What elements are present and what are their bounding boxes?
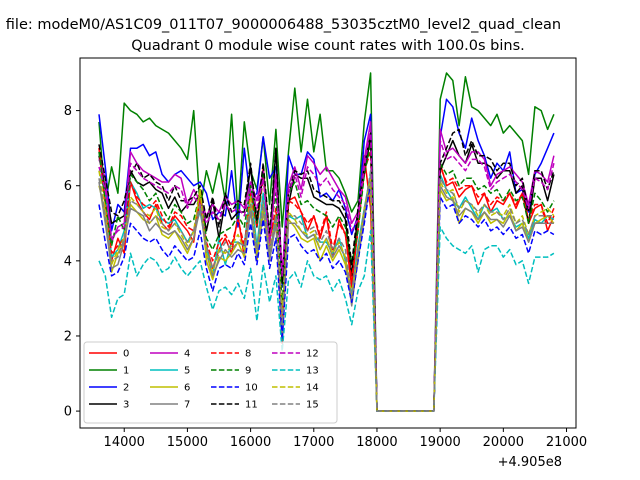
y-tick-label: 8 [64, 104, 72, 119]
series-line-12 [98, 128, 555, 412]
series-line-11 [98, 128, 555, 412]
y-tick-label: 2 [64, 329, 72, 344]
x-tick-label: 18000 [356, 435, 397, 450]
series-line-9 [98, 143, 555, 412]
x-axis-ticks: 14000 15000 16000 17000 18000 19000 20000 21000 [104, 428, 587, 450]
series-line-1 [98, 72, 555, 412]
series-line-7 [98, 177, 554, 412]
legend-label-10: 10 [245, 383, 258, 394]
series-line-3 [98, 136, 555, 412]
legend-label-4: 4 [184, 349, 190, 360]
legend-label-8: 8 [245, 349, 251, 360]
legend-label-5: 5 [184, 366, 190, 377]
legend-label-14: 14 [306, 383, 319, 394]
legend-label-9: 9 [245, 366, 251, 377]
x-tick-label: 19000 [419, 435, 460, 450]
x-tick-label: 15000 [167, 435, 208, 450]
series-line-10 [98, 181, 555, 412]
legend-label-7: 7 [184, 400, 190, 411]
y-tick-label: 6 [64, 179, 72, 194]
x-tick-label: 21000 [546, 435, 587, 450]
x-tick-label: 20000 [483, 435, 524, 450]
y-tick-label: 0 [64, 405, 72, 420]
series-lines [98, 72, 555, 412]
legend-label-13: 13 [306, 366, 319, 377]
legend-frame [83, 341, 338, 424]
legend-label-0: 0 [123, 349, 129, 360]
legend-label-3: 3 [123, 400, 129, 411]
series-line-4 [98, 121, 555, 412]
x-tick-label: 16000 [230, 435, 271, 450]
legend-label-6: 6 [184, 383, 190, 394]
y-tick-label: 4 [64, 254, 72, 269]
series-line-13 [98, 226, 555, 412]
x-offset-label: +4.905e8 [498, 455, 562, 470]
figure-title: n file: modeM0/AS1C09_011T07_9000006488_… [0, 17, 561, 33]
chart-subtitle: Quadrant 0 module wise count rates with … [131, 38, 525, 54]
legend-label-2: 2 [123, 383, 129, 394]
legend-label-11: 11 [245, 400, 258, 411]
series-line-8 [98, 148, 555, 412]
legend-label-12: 12 [306, 349, 319, 360]
x-tick-label: 17000 [293, 435, 334, 450]
x-tick-label: 14000 [104, 435, 145, 450]
series-line-15 [98, 169, 554, 412]
plot-frame [79, 57, 577, 429]
legend-label-15: 15 [306, 400, 319, 411]
legend-label-1: 1 [123, 366, 129, 377]
y-axis-ticks: 0 2 4 6 8 [64, 104, 80, 420]
